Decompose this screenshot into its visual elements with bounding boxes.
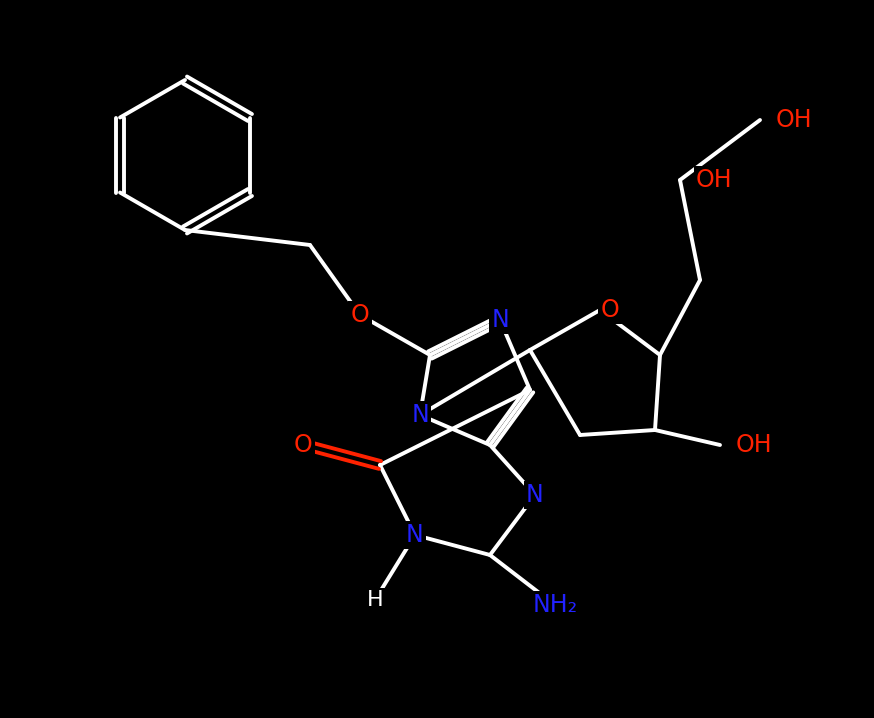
Text: H: H — [367, 590, 384, 610]
Text: N: N — [526, 483, 544, 507]
Text: N: N — [406, 523, 424, 547]
Text: O: O — [294, 433, 312, 457]
Text: OH: OH — [696, 168, 732, 192]
Text: O: O — [350, 303, 370, 327]
Text: O: O — [600, 298, 620, 322]
Text: OH: OH — [736, 433, 773, 457]
Text: N: N — [491, 308, 509, 332]
Text: NH₂: NH₂ — [532, 593, 578, 617]
Text: N: N — [411, 403, 429, 427]
Text: OH: OH — [776, 108, 813, 132]
